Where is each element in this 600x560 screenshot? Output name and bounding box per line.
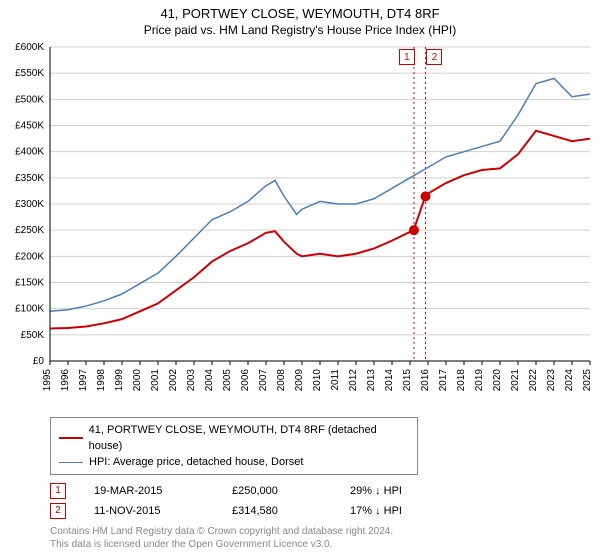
svg-text:2021: 2021: [510, 369, 521, 392]
svg-text:2024: 2024: [564, 369, 575, 392]
svg-text:£350K: £350K: [15, 173, 44, 184]
data-marker: [409, 225, 419, 235]
svg-text:2020: 2020: [492, 369, 503, 392]
svg-text:1997: 1997: [78, 369, 89, 392]
svg-text:2009: 2009: [294, 369, 305, 392]
line-chart-svg: £0 £50K £100K £150K £200K £250K £300K £350K £400…: [0, 41, 600, 411]
svg-text:2003: 2003: [186, 369, 197, 392]
svg-text:1996: 1996: [60, 369, 71, 392]
svg-text:2013: 2013: [366, 369, 377, 392]
svg-text:£0: £0: [33, 356, 45, 367]
svg-text:2017: 2017: [438, 369, 449, 392]
svg-text:2000: 2000: [132, 369, 143, 392]
svg-text:£400K: £400K: [15, 147, 44, 158]
svg-text:2001: 2001: [150, 369, 161, 392]
svg-text:£200K: £200K: [15, 251, 44, 262]
svg-text:2005: 2005: [222, 369, 233, 392]
svg-text:£500K: £500K: [15, 94, 44, 105]
annotation-date: 19-MAR-2015: [94, 481, 204, 501]
svg-text:2004: 2004: [204, 369, 215, 392]
legend-item: 41, PORTWEY CLOSE, WEYMOUTH, DT4 8RF (de…: [59, 422, 409, 454]
annotation-badge: 1: [50, 483, 66, 499]
legend-label: HPI: Average price, detached house, Dors…: [89, 454, 303, 470]
chart-area: £0 £50K £100K £150K £200K £250K £300K £350K £400…: [0, 41, 600, 411]
svg-text:2014: 2014: [384, 369, 395, 392]
copyright-line: This data is licensed under the Open Gov…: [50, 538, 600, 551]
svg-text:2018: 2018: [456, 369, 467, 392]
legend-label: 41, PORTWEY CLOSE, WEYMOUTH, DT4 8RF (de…: [89, 422, 409, 454]
svg-text:2015: 2015: [402, 369, 413, 392]
svg-text:£250K: £250K: [15, 225, 44, 236]
svg-text:2006: 2006: [240, 369, 251, 392]
svg-text:2011: 2011: [330, 369, 341, 391]
svg-text:2023: 2023: [546, 369, 557, 392]
annotation-price: £314,580: [232, 501, 322, 521]
svg-text:2016: 2016: [420, 369, 431, 392]
annotation-row: 2 11-NOV-2015 £314,580 17% ↓ HPI: [50, 501, 600, 521]
svg-text:2007: 2007: [258, 369, 269, 392]
annotation-row: 1 19-MAR-2015 £250,000 29% ↓ HPI: [50, 481, 600, 501]
legend-swatch: [59, 437, 83, 439]
annotation-badge: 2: [50, 503, 66, 519]
svg-text:£300K: £300K: [15, 199, 44, 210]
svg-text:1998: 1998: [96, 369, 107, 392]
annotation-table: 1 19-MAR-2015 £250,000 29% ↓ HPI 2 11-NOV-201…: [50, 481, 600, 521]
annotation-price: £250,000: [232, 481, 322, 501]
chart-title: 41, PORTWEY CLOSE, WEYMOUTH, DT4 8RF: [0, 0, 600, 21]
svg-text:£50K: £50K: [21, 330, 45, 341]
svg-text:1995: 1995: [42, 369, 53, 392]
svg-text:£550K: £550K: [15, 68, 44, 79]
annotation-delta: 17% ↓ HPI: [350, 501, 402, 521]
chart-subtitle: Price paid vs. HM Land Registry's House …: [0, 21, 600, 41]
svg-text:£150K: £150K: [15, 278, 44, 289]
svg-text:2025: 2025: [582, 369, 593, 392]
svg-text:2008: 2008: [276, 369, 287, 392]
svg-text:£450K: £450K: [15, 121, 44, 132]
copyright-text: Contains HM Land Registry data © Crown c…: [50, 525, 600, 551]
svg-text:2022: 2022: [528, 369, 539, 392]
copyright-line: Contains HM Land Registry data © Crown c…: [50, 525, 600, 538]
svg-text:2019: 2019: [474, 369, 485, 392]
svg-text:2010: 2010: [312, 369, 323, 392]
svg-text:£600K: £600K: [15, 42, 44, 53]
legend: 41, PORTWEY CLOSE, WEYMOUTH, DT4 8RF (de…: [50, 417, 418, 475]
svg-text:2012: 2012: [348, 369, 359, 392]
legend-item: HPI: Average price, detached house, Dors…: [59, 454, 409, 470]
data-marker: [420, 191, 430, 201]
annotation-delta: 29% ↓ HPI: [350, 481, 402, 501]
annotation-date: 11-NOV-2015: [94, 501, 204, 521]
chart-container: 41, PORTWEY CLOSE, WEYMOUTH, DT4 8RF Pri…: [0, 0, 600, 560]
chart-annotation-badge: 1: [399, 49, 415, 65]
legend-swatch: [59, 462, 83, 463]
svg-text:£100K: £100K: [15, 304, 44, 315]
svg-text:2002: 2002: [168, 369, 179, 392]
chart-annotation-badge: 2: [426, 49, 442, 65]
svg-text:1999: 1999: [114, 369, 125, 392]
